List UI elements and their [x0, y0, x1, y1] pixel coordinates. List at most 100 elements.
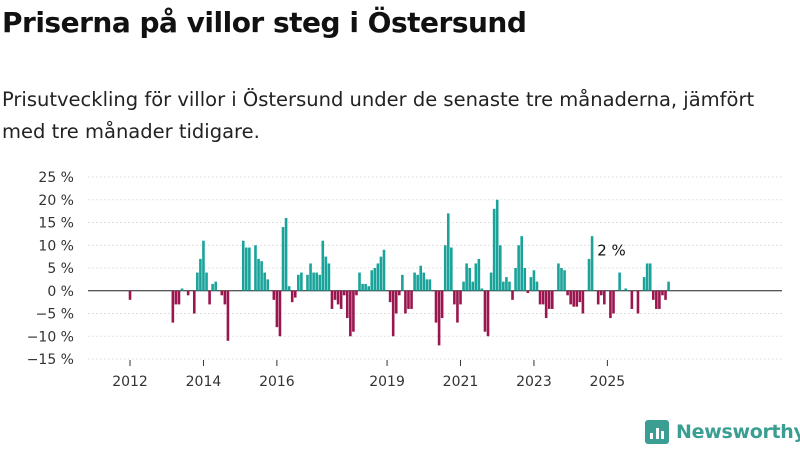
bar [581, 290, 585, 314]
bar [202, 240, 205, 291]
bar [538, 290, 542, 305]
bar [413, 272, 416, 291]
bar [376, 263, 380, 291]
bar [651, 290, 655, 300]
bar [223, 290, 227, 305]
bar [312, 272, 315, 291]
bar [214, 281, 217, 291]
bar [655, 290, 658, 309]
y-tick-label: 5 % [47, 261, 74, 277]
bar [502, 281, 505, 291]
bar [278, 290, 282, 337]
bar [196, 272, 199, 291]
y-tick-label: −5 % [36, 307, 74, 323]
bar [315, 272, 318, 291]
bar [416, 274, 419, 291]
bar [456, 290, 459, 323]
bar [523, 268, 527, 291]
bar [281, 227, 285, 291]
bar [345, 290, 349, 319]
bar [205, 272, 208, 291]
bar [453, 290, 456, 305]
bar [529, 277, 533, 291]
bar [324, 256, 328, 291]
bar [330, 290, 334, 309]
bar [526, 290, 530, 294]
bar [180, 288, 184, 291]
bar [226, 290, 230, 341]
bar [450, 247, 453, 291]
bar [642, 277, 646, 291]
bar [410, 290, 413, 309]
x-tick-label: 2023 [516, 374, 552, 390]
bar [171, 290, 175, 323]
bar [398, 290, 401, 296]
bar [514, 268, 517, 291]
x-tick-label: 2014 [186, 374, 222, 390]
bar [544, 290, 548, 319]
annotations: 2 % [597, 242, 626, 260]
bar [333, 290, 337, 300]
bar [401, 274, 404, 291]
bar [664, 290, 667, 300]
bar [575, 290, 579, 307]
bar [520, 236, 523, 291]
bar [260, 261, 263, 291]
bar [220, 290, 224, 296]
bar [532, 270, 536, 291]
bar [290, 290, 294, 303]
x-tick-label: 2025 [590, 374, 626, 390]
bar [596, 290, 600, 305]
bar [645, 263, 649, 291]
x-tick-label: 2016 [259, 374, 295, 390]
bar [603, 290, 606, 305]
bar [557, 263, 560, 291]
bar [297, 274, 300, 291]
brand-name: Newsworthy [676, 421, 800, 443]
bar [508, 281, 511, 291]
bar [535, 281, 539, 291]
bar [254, 245, 257, 291]
bar [498, 245, 502, 291]
bar [266, 279, 270, 291]
bar [361, 283, 364, 291]
bar [517, 245, 520, 291]
page-subtitle: Prisutveckling för villor i Östersund un… [2, 88, 755, 143]
bar [486, 290, 490, 337]
bar [382, 249, 386, 291]
x-tick-label: 2012 [112, 374, 148, 390]
bar [618, 272, 621, 291]
grid-lines [88, 176, 782, 360]
bar [480, 288, 484, 291]
bar [352, 290, 355, 332]
bar [364, 283, 367, 291]
bar [391, 290, 395, 337]
bar [505, 277, 508, 291]
bar [394, 290, 398, 314]
bar [257, 258, 260, 291]
bar [667, 281, 670, 291]
bar [483, 290, 487, 332]
bar [572, 290, 576, 307]
bar [373, 268, 377, 291]
bar [465, 263, 468, 291]
bar [489, 272, 493, 291]
brand-logo[interactable]: Newsworthy [645, 420, 800, 444]
bar [284, 217, 288, 291]
bar [459, 290, 462, 305]
bar [471, 281, 475, 291]
bar [590, 236, 594, 291]
bar [636, 290, 640, 314]
bar [492, 208, 496, 291]
bar [446, 213, 450, 291]
bar [208, 290, 211, 305]
bar [541, 290, 545, 305]
bar [407, 290, 410, 309]
bar [241, 240, 245, 291]
bar [300, 272, 303, 291]
bar [547, 290, 551, 309]
bar [551, 290, 554, 309]
bar [128, 290, 132, 300]
bar [174, 290, 178, 305]
bar [630, 290, 634, 309]
